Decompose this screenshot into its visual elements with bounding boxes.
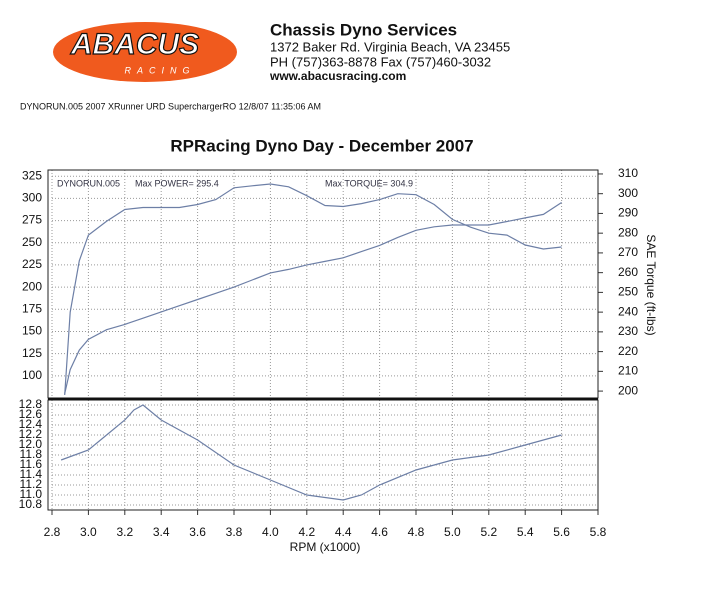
annotation: Max POWER= 295.4: [135, 178, 219, 188]
y-tick-label: 300: [22, 191, 42, 205]
data-line: [64, 183, 562, 396]
data-line: [60, 404, 562, 501]
phone: PH (757)363-8878 Fax (757)460-3032: [270, 54, 491, 69]
y2-tick-label: 250: [618, 285, 638, 299]
x-tick-label: 4.2: [298, 525, 315, 539]
x-tick-label: 4.0: [262, 525, 279, 539]
y-tick-label: 275: [22, 213, 42, 227]
logo: ABACUS: [70, 28, 199, 61]
y-tick-label: 150: [22, 324, 42, 338]
y-tick-label: 12.4: [19, 417, 43, 431]
y-tick-label: 175: [22, 301, 42, 315]
y2-tick-label: 240: [618, 304, 638, 318]
y-tick-label: 100: [22, 368, 42, 382]
y-tick-label: 200: [22, 279, 42, 293]
x-tick-label: 5.6: [553, 525, 570, 539]
x-tick-label: 5.0: [444, 525, 461, 539]
company: Chassis Dyno Services: [270, 20, 457, 39]
y-tick-label: 10.8: [19, 497, 43, 511]
y2-tick-label: 290: [618, 206, 638, 220]
annotation: Max TORQUE= 304.9: [325, 178, 413, 188]
x-tick-label: 4.8: [408, 525, 425, 539]
data-line: [64, 201, 562, 394]
y2-tick-label: 300: [618, 186, 638, 200]
x-tick-label: 3.0: [80, 525, 97, 539]
x-axis-label: RPM (x1000): [290, 540, 361, 554]
y2-tick-label: 260: [618, 265, 638, 279]
x-tick-label: 2.8: [44, 525, 61, 539]
x-tick-label: 4.6: [371, 525, 388, 539]
y-tick-label: 125: [22, 346, 42, 360]
x-tick-label: 5.4: [517, 525, 534, 539]
x-tick-label: 4.4: [335, 525, 352, 539]
chart-title: RPRacing Dyno Day - December 2007: [170, 136, 473, 155]
y2-tick-label: 310: [618, 166, 638, 180]
run-info: DYNORUN.005 2007 XRunner URD Supercharge…: [20, 101, 321, 111]
logo-sub: RACING: [124, 65, 195, 75]
y2-tick-label: 270: [618, 245, 638, 259]
annotation: DYNORUN.005: [57, 178, 120, 188]
y-tick-label: 11.6: [20, 457, 43, 471]
y-tick-label: 12.6: [19, 407, 43, 421]
y2-tick-label: 200: [618, 383, 638, 397]
address: 1372 Baker Rd. Virginia Beach, VA 23455: [270, 39, 510, 54]
y-tick-label: 325: [22, 168, 42, 182]
logo-badge: [53, 22, 237, 82]
y2-tick-label: 210: [618, 364, 638, 378]
x-tick-label: 5.2: [480, 525, 497, 539]
y-tick-label: 11.2: [20, 477, 43, 491]
y2-tick-label: 220: [618, 344, 638, 358]
y-tick-label: 12.8: [19, 397, 43, 411]
y2-tick-label: 230: [618, 324, 638, 338]
y2-axis-label: SAE Torque (ft-lbs): [644, 234, 658, 335]
y-tick-label: 11.0: [20, 487, 43, 501]
x-tick-label: 3.6: [189, 525, 206, 539]
x-tick-label: 5.8: [590, 525, 607, 539]
y2-tick-label: 280: [618, 225, 638, 239]
x-tick-label: 3.4: [153, 525, 170, 539]
y-tick-label: 250: [22, 235, 42, 249]
y-tick-label: 12.0: [19, 437, 43, 451]
x-tick-label: 3.8: [226, 525, 243, 539]
website: www.abacusracing.com: [269, 69, 406, 83]
y-tick-label: 11.8: [20, 447, 43, 461]
x-tick-label: 3.2: [116, 525, 133, 539]
y-tick-label: 225: [22, 257, 42, 271]
y-tick-label: 12.2: [19, 427, 43, 441]
y-tick-label: 11.4: [20, 467, 43, 481]
